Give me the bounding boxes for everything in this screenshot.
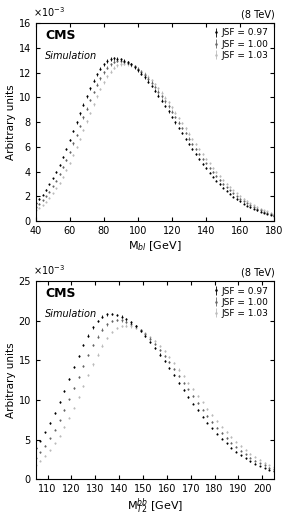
Text: $\times 10^{-3}$: $\times 10^{-3}$ — [33, 264, 66, 277]
X-axis label: M$_{bl}$ [GeV]: M$_{bl}$ [GeV] — [128, 239, 182, 253]
Text: CMS: CMS — [45, 29, 76, 42]
Text: (8 TeV): (8 TeV) — [240, 267, 274, 277]
Text: CMS: CMS — [45, 287, 76, 300]
Text: Simulation: Simulation — [45, 309, 97, 319]
Legend: JSF = 0.97, JSF = 1.00, JSF = 1.03: JSF = 0.97, JSF = 1.00, JSF = 1.03 — [211, 28, 270, 61]
Text: $\times 10^{-3}$: $\times 10^{-3}$ — [33, 5, 66, 19]
Y-axis label: Arbitrary units: Arbitrary units — [5, 342, 16, 418]
X-axis label: M$_{T2}^{bb}$ [GeV]: M$_{T2}^{bb}$ [GeV] — [127, 497, 183, 516]
Text: (8 TeV): (8 TeV) — [240, 9, 274, 19]
Text: Simulation: Simulation — [45, 51, 97, 61]
Y-axis label: Arbitrary units: Arbitrary units — [6, 84, 16, 160]
Legend: JSF = 0.97, JSF = 1.00, JSF = 1.03: JSF = 0.97, JSF = 1.00, JSF = 1.03 — [211, 286, 270, 319]
